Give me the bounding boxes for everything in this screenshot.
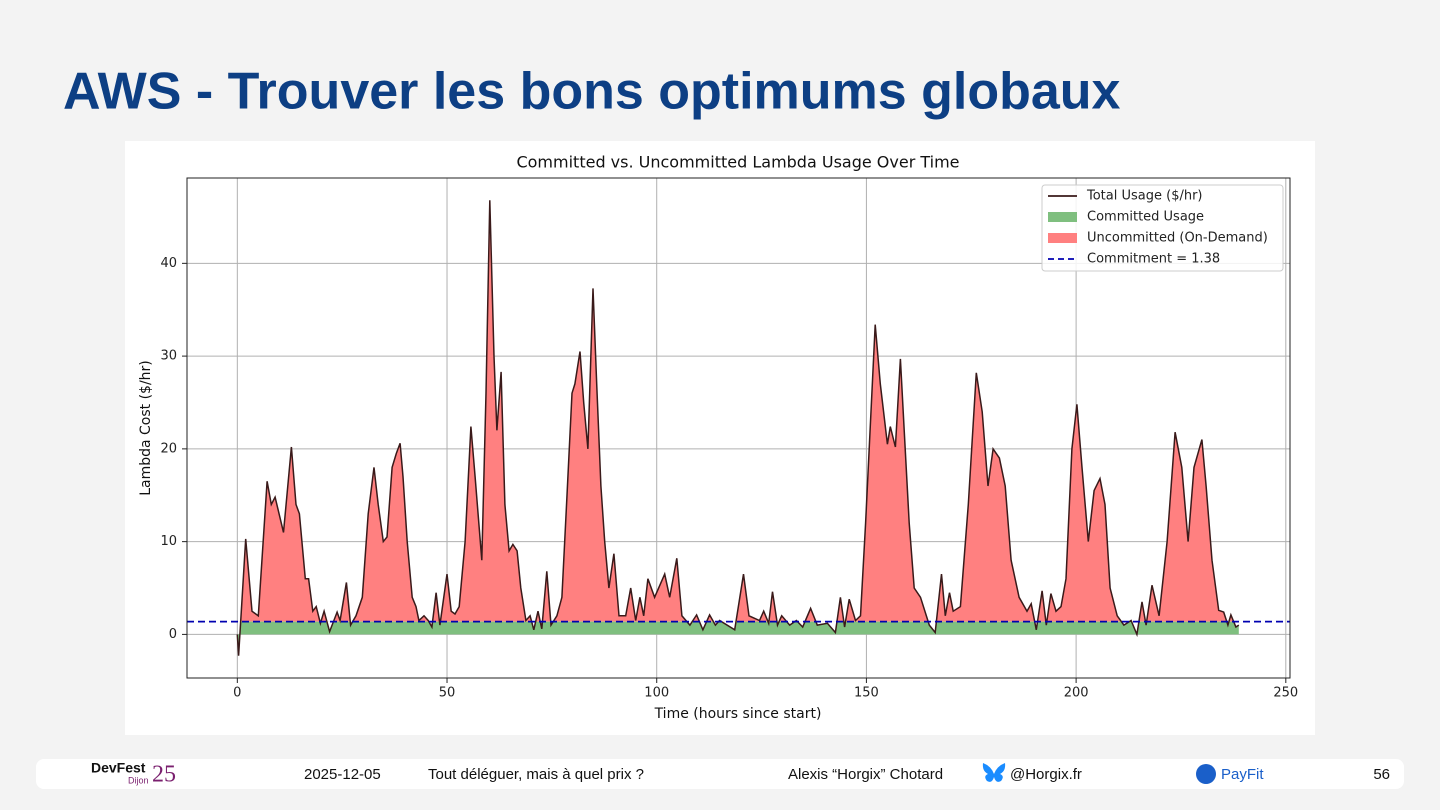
slide-title: AWS - Trouver les bons optimums globaux [63,63,1121,121]
footer-company: PayFit [1221,766,1264,783]
x-tick-label: 250 [1273,686,1298,701]
y-axis-label: Lambda Cost ($/hr) [138,360,154,496]
y-tick-label: 40 [160,256,177,271]
x-axis-label: Time (hours since start) [654,706,822,722]
footer-logo-year: 25 [152,762,176,788]
x-tick-label: 50 [439,686,456,701]
bluesky-icon [982,763,1006,782]
chart-title: Committed vs. Uncommitted Lambda Usage O… [516,153,959,172]
legend-box [1041,184,1284,272]
footer-page: 56 [1373,766,1390,783]
x-tick-label: 200 [1064,686,1089,701]
legend: Total Usage ($/hr) Committed Usage Uncommi… [1041,184,1284,272]
footer-bar [36,759,1404,789]
footer-handle: @Horgix.fr [1010,766,1082,783]
footer-date: 2025-12-05 [304,766,381,783]
y-tick-label: 30 [160,349,177,364]
footer-logo-city: Dijon [128,775,149,785]
y-tick-label: 0 [169,627,177,642]
legend-label: Total Usage ($/hr) [1086,189,1203,204]
committed-area [237,621,1239,656]
legend-swatch [1048,212,1077,222]
y-tick-label: 10 [160,534,177,549]
plot-frame [186,177,1291,679]
y-tick-label: 20 [160,441,177,456]
footer-author: Alexis “Horgix” Chotard [788,766,943,783]
legend-label: Committed Usage [1087,210,1204,225]
x-tick-label: 100 [644,686,669,701]
payfit-icon [1196,764,1216,784]
usage-line [236,200,1240,656]
x-tick-label: 150 [854,686,879,701]
legend-swatch [1048,233,1077,243]
x-tick-label: 0 [233,686,241,701]
legend-label: Commitment = 1.38 [1087,252,1220,267]
footer-logo: DevFest [91,760,146,776]
legend-label: Uncommitted (On-Demand) [1087,231,1268,246]
footer-talk: Tout déléguer, mais à quel prix ? [428,766,644,783]
uncommitted-area [237,200,1239,622]
